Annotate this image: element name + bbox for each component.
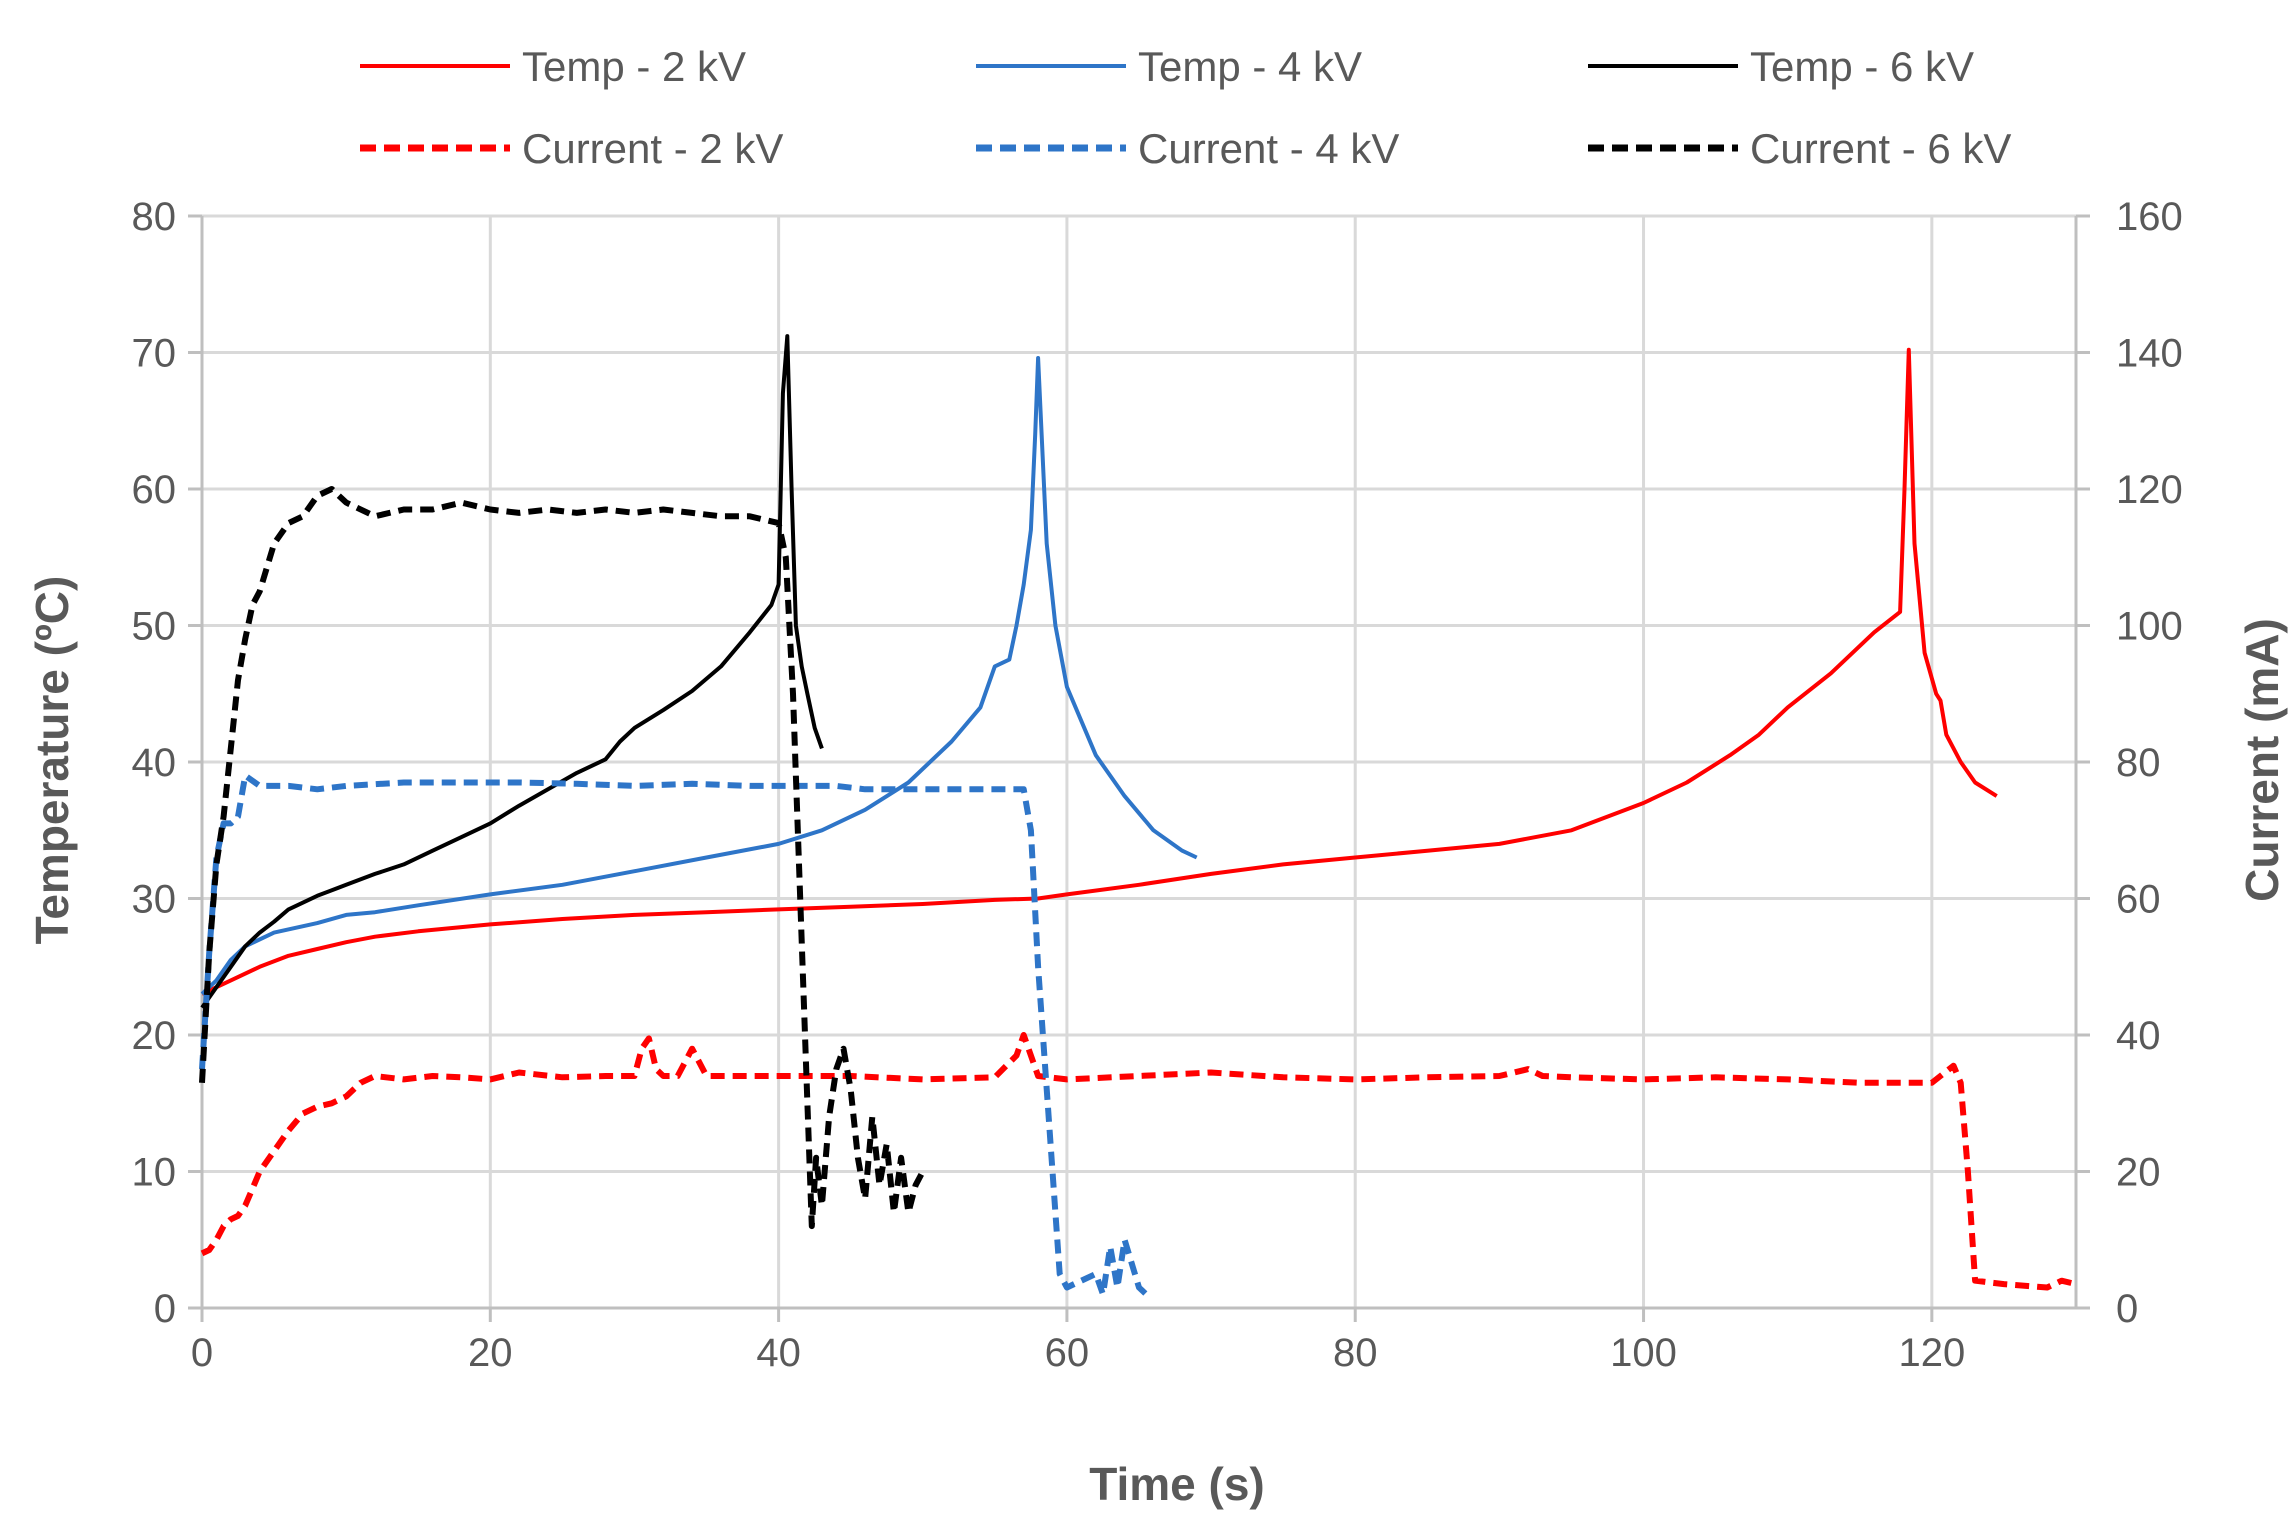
y-tick-label: 20 bbox=[132, 1014, 177, 1058]
y2-tick-label: 160 bbox=[2116, 195, 2183, 239]
legend-label-2: Temp - 4 kV bbox=[1138, 43, 1362, 90]
y-tick-label: 50 bbox=[132, 605, 177, 649]
y-tick-label: 10 bbox=[132, 1151, 177, 1195]
y-tick-label: 80 bbox=[132, 195, 177, 239]
legend-label-1: Temp - 2 kV bbox=[522, 43, 746, 90]
axes bbox=[188, 214, 2090, 1322]
x-tick-label: 80 bbox=[1333, 1331, 1378, 1375]
y-tick-label: 30 bbox=[132, 878, 177, 922]
series-line-4 bbox=[200, 1032, 2077, 1291]
series-lines bbox=[199, 334, 2077, 1298]
legend: Temp - 2 kV Temp - 4 kV Temp - 6 kV Current… bbox=[360, 43, 2011, 172]
x-tick-label: 100 bbox=[1610, 1331, 1677, 1375]
y2-tick-label: 60 bbox=[2116, 878, 2161, 922]
x-tick-label: 20 bbox=[468, 1331, 513, 1375]
y2-axis-title: Current (mA) bbox=[2236, 618, 2288, 902]
series-line-6 bbox=[199, 486, 926, 1230]
y2-tick-label: 20 bbox=[2116, 1151, 2161, 1195]
y-tick-label: 70 bbox=[132, 332, 177, 376]
series-line-5 bbox=[199, 772, 1149, 1298]
legend-label-3: Temp - 6 kV bbox=[1750, 43, 1974, 90]
legend-label-4: Current - 2 kV bbox=[522, 125, 783, 172]
y2-tick-label: 120 bbox=[2116, 468, 2183, 512]
tick-labels: 0 20 40 60 80 100 120 0 10 20 30 40 50 60 70 80 0 20 40 60 8… bbox=[132, 195, 2183, 1375]
x-tick-label: 120 bbox=[1898, 1331, 1965, 1375]
y2-tick-label: 40 bbox=[2116, 1014, 2161, 1058]
y-axis-title: Temperature (ºC) bbox=[26, 576, 78, 945]
y-tick-label: 0 bbox=[154, 1287, 176, 1331]
y2-tick-label: 100 bbox=[2116, 605, 2183, 649]
series-line-3 bbox=[200, 334, 824, 1009]
x-tick-label: 40 bbox=[756, 1331, 801, 1375]
x-tick-label: 0 bbox=[191, 1331, 213, 1375]
x-axis-title: Time (s) bbox=[1089, 1458, 1265, 1510]
legend-label-6: Current - 6 kV bbox=[1750, 125, 2011, 172]
y2-tick-label: 80 bbox=[2116, 741, 2161, 785]
x-tick-label: 60 bbox=[1045, 1331, 1090, 1375]
grid-lines bbox=[200, 214, 2076, 1310]
y2-tick-label: 140 bbox=[2116, 332, 2183, 376]
series-line-2 bbox=[200, 356, 1198, 996]
series-line-1 bbox=[201, 347, 1998, 996]
y-tick-label: 40 bbox=[132, 741, 177, 785]
legend-label-5: Current - 4 kV bbox=[1138, 125, 1399, 172]
y-tick-label: 60 bbox=[132, 468, 177, 512]
y2-tick-label: 0 bbox=[2116, 1287, 2138, 1331]
